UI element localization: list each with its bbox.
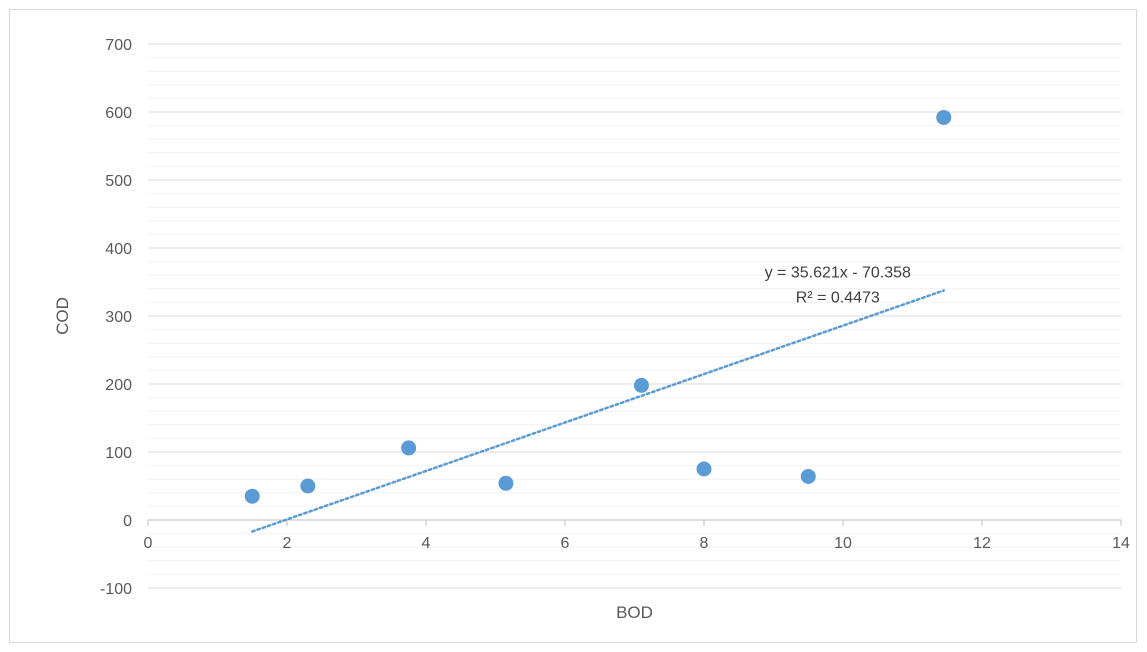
y-tick-label: 500 xyxy=(105,173,132,190)
y-tick-label: 600 xyxy=(105,105,132,122)
data-point xyxy=(936,109,952,125)
data-point xyxy=(401,440,417,456)
x-tick-label: 6 xyxy=(561,535,570,552)
data-point xyxy=(498,475,514,491)
x-tick-label: 14 xyxy=(1112,535,1130,552)
y-tick-label: 300 xyxy=(105,309,132,326)
data-point xyxy=(633,377,649,393)
y-tick-label: -100 xyxy=(100,581,132,598)
x-tick-label: 0 xyxy=(144,535,153,552)
y-tick-label: 0 xyxy=(123,513,132,530)
x-axis-title: BOD xyxy=(616,603,653,622)
y-axis-title: COD xyxy=(53,297,72,335)
x-tick-label: 8 xyxy=(700,535,709,552)
y-tick-labels: -100 0 100 200 300 400 500 600 700 xyxy=(100,37,132,598)
data-point xyxy=(244,488,260,504)
x-axis xyxy=(147,519,1122,526)
y-tick-label: 200 xyxy=(105,377,132,394)
data-point xyxy=(800,468,816,484)
chart-frame: -100 0 100 200 300 400 500 600 700 0 2 4 6 8 10 12 14 y… xyxy=(9,9,1137,643)
data-point xyxy=(696,461,712,477)
x-tick-label: 10 xyxy=(834,535,852,552)
x-tick-label: 12 xyxy=(973,535,991,552)
scatter-chart: -100 0 100 200 300 400 500 600 700 0 2 4 6 8 10 12 14 y… xyxy=(53,37,1130,622)
trendline-equation: y = 35.621x - 70.358 xyxy=(765,264,911,281)
y-tick-label: 400 xyxy=(105,241,132,258)
major-gridlines xyxy=(148,43,1121,589)
trendline-r-squared: R² = 0.4473 xyxy=(796,289,880,306)
x-tick-label: 4 xyxy=(422,535,431,552)
data-point xyxy=(300,478,316,494)
y-tick-label: 700 xyxy=(105,37,132,54)
y-tick-label: 100 xyxy=(105,445,132,462)
x-tick-labels: 0 2 4 6 8 10 12 14 xyxy=(144,535,1130,552)
x-tick-label: 2 xyxy=(283,535,292,552)
trendline-group xyxy=(251,289,946,533)
data-points xyxy=(244,109,952,504)
trendline xyxy=(251,289,946,533)
